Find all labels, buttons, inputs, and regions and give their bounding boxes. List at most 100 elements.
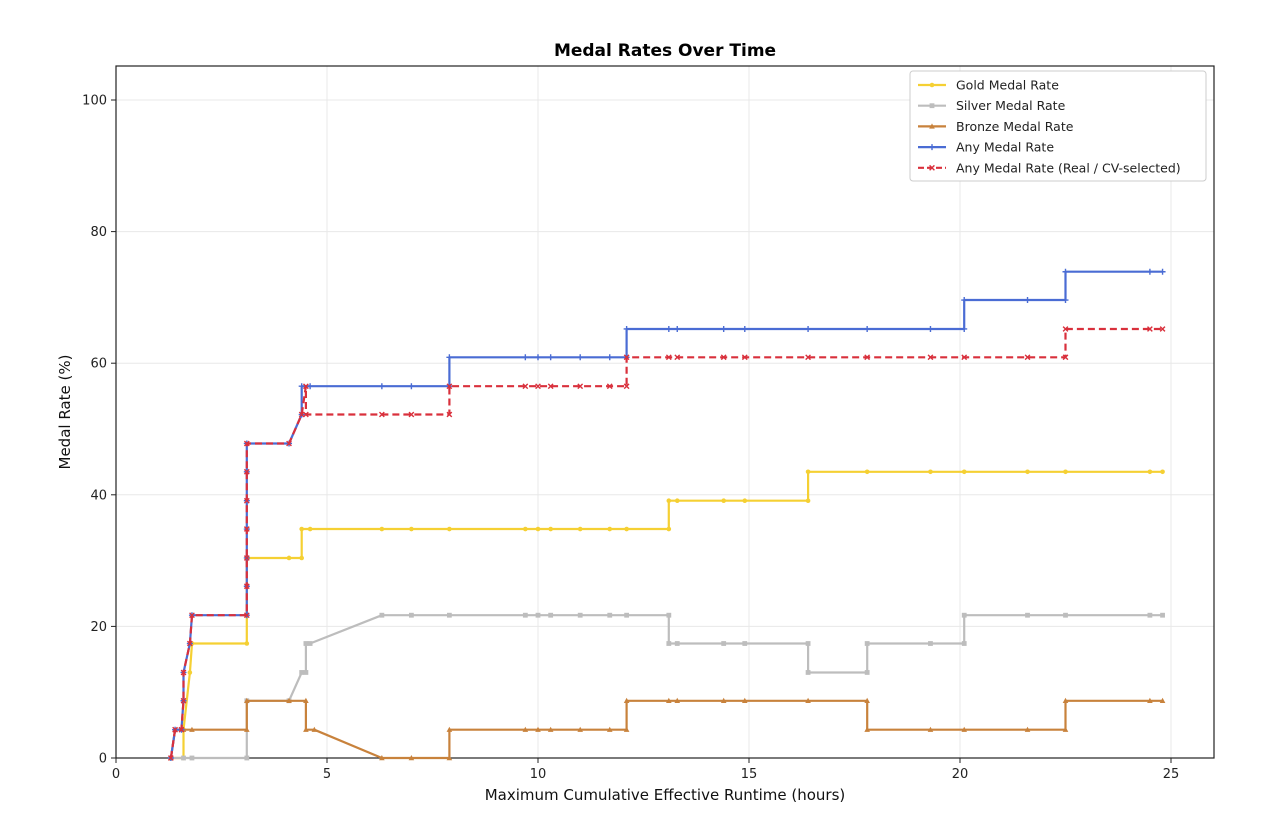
data-point <box>186 640 193 647</box>
x-tick-label: 25 <box>1163 767 1180 782</box>
data-point <box>189 726 195 732</box>
data-point <box>674 325 681 332</box>
data-point <box>243 440 250 447</box>
data-point <box>446 612 452 618</box>
data-point <box>741 325 748 332</box>
legend-marker <box>929 164 935 171</box>
data-point <box>1147 469 1153 475</box>
data-point <box>243 583 250 590</box>
data-point <box>742 498 748 504</box>
data-point <box>577 612 583 618</box>
legend-label: Gold Medal Rate <box>956 78 1059 93</box>
data-point <box>522 612 528 618</box>
data-point <box>623 354 630 361</box>
data-point <box>1062 697 1069 703</box>
data-point <box>1063 612 1068 618</box>
data-point <box>864 354 871 361</box>
series-line <box>169 327 1163 759</box>
data-point <box>607 526 613 532</box>
legend-item: Gold Medal Rate <box>918 78 1059 93</box>
data-point <box>408 383 415 390</box>
data-point <box>1159 268 1166 275</box>
data-point <box>378 411 385 418</box>
series-5 <box>167 326 1166 761</box>
data-point <box>577 726 583 732</box>
data-point <box>379 612 385 618</box>
data-point <box>180 669 187 676</box>
legend-label: Bronze Medal Rate <box>956 119 1074 134</box>
data-point <box>446 354 453 361</box>
data-point <box>623 697 630 703</box>
data-point <box>379 526 385 532</box>
y-tick-label: 60 <box>90 357 107 372</box>
data-point <box>927 325 934 332</box>
data-point <box>805 641 811 646</box>
data-point <box>805 670 811 675</box>
legend-label: Silver Medal Rate <box>956 98 1066 113</box>
data-point <box>1062 354 1069 361</box>
data-point <box>674 641 680 646</box>
data-point <box>1147 326 1153 332</box>
x-tick-label: 15 <box>741 767 758 782</box>
data-point <box>286 555 292 561</box>
legend-label: Any Medal Rate (Real / CV-selected) <box>956 160 1181 175</box>
data-point <box>961 612 967 618</box>
data-point <box>666 498 672 504</box>
data-point <box>1062 326 1069 332</box>
data-point <box>666 526 672 532</box>
data-point <box>522 726 529 732</box>
data-point <box>928 641 933 646</box>
legend-marker <box>929 82 935 88</box>
data-point <box>1159 697 1166 703</box>
data-point <box>721 641 727 646</box>
data-point <box>409 612 414 618</box>
data-point <box>674 697 681 703</box>
data-point <box>623 325 630 332</box>
data-point <box>446 411 453 418</box>
chart-title: Medal Rates Over Time <box>554 41 776 61</box>
axis-ticks: 0 5 10 15 20 25 0 20 40 60 80 100 <box>82 94 1179 783</box>
data-point <box>299 526 304 532</box>
x-tick-label: 0 <box>112 767 120 782</box>
legend-marker <box>929 144 935 151</box>
legend-item: Bronze Medal Rate <box>918 119 1074 134</box>
data-point <box>178 726 185 733</box>
data-point <box>535 526 541 532</box>
data-point <box>961 641 967 646</box>
data-point <box>311 726 318 732</box>
y-tick-label: 0 <box>99 752 107 767</box>
data-point <box>523 526 528 532</box>
y-tick-label: 40 <box>90 488 107 503</box>
data-point <box>286 697 292 703</box>
data-point <box>1024 726 1031 732</box>
data-point <box>961 297 968 304</box>
data-point <box>1159 326 1166 332</box>
data-point <box>674 498 680 504</box>
data-point <box>742 641 748 646</box>
data-point <box>298 411 305 418</box>
data-point <box>805 325 812 332</box>
data-point <box>606 726 613 732</box>
plot-frame <box>115 65 1215 759</box>
data-point <box>535 354 541 361</box>
data-point <box>243 468 250 475</box>
data-point <box>1062 726 1069 732</box>
data-point <box>299 670 305 675</box>
data-point <box>378 383 385 390</box>
data-point <box>1062 297 1069 304</box>
legend-item: Any Medal Rate <box>918 140 1054 155</box>
data-point <box>961 325 968 332</box>
data-point <box>666 641 672 646</box>
series-line <box>169 699 1163 760</box>
data-point <box>624 526 629 532</box>
data-point <box>1024 354 1031 361</box>
data-point <box>624 612 630 618</box>
legend-item: Silver Medal Rate <box>918 98 1066 113</box>
data-point <box>303 411 309 418</box>
series-2 <box>168 612 1165 761</box>
series-line <box>169 270 1163 759</box>
legend-item: Any Medal Rate (Real / CV-selected) <box>918 160 1181 175</box>
data-point <box>665 354 672 361</box>
data-point <box>1025 612 1030 618</box>
